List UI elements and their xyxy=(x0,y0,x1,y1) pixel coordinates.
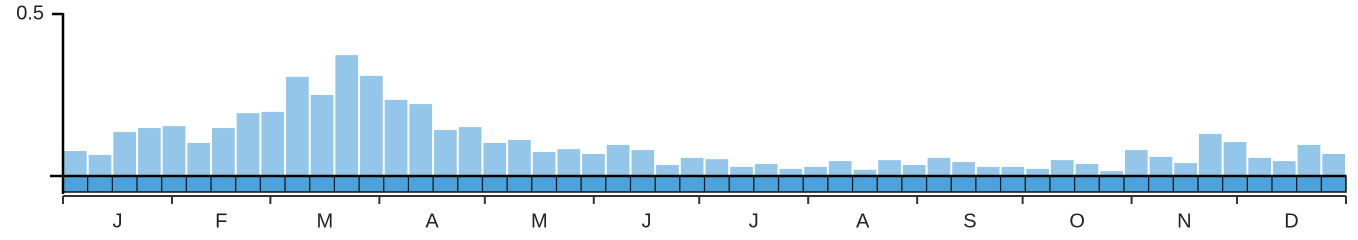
bar xyxy=(310,95,334,176)
bar xyxy=(187,142,211,176)
bar xyxy=(261,111,285,176)
bar xyxy=(1026,168,1049,176)
bar xyxy=(113,131,137,176)
bar xyxy=(705,159,729,176)
month-label: O xyxy=(1069,210,1085,232)
month-label: S xyxy=(963,210,976,232)
bar xyxy=(434,129,457,176)
bar xyxy=(1149,156,1173,176)
month-label: J xyxy=(749,210,759,232)
month-label: A xyxy=(856,210,870,232)
bar xyxy=(162,126,186,176)
bar xyxy=(557,149,581,176)
bar xyxy=(1198,133,1222,176)
bar xyxy=(335,55,359,177)
bar xyxy=(1322,153,1345,176)
bar xyxy=(1124,150,1148,176)
bar xyxy=(236,113,260,176)
bar xyxy=(730,166,753,176)
month-label: D xyxy=(1284,210,1298,232)
bar xyxy=(384,99,408,176)
bar xyxy=(754,164,778,176)
bar xyxy=(1223,141,1247,176)
month-label: J xyxy=(112,210,122,232)
bar xyxy=(483,142,507,176)
bar xyxy=(878,160,901,176)
bar xyxy=(976,166,1000,176)
bar xyxy=(927,157,951,176)
y-tick-label: 0.5 xyxy=(16,2,44,24)
bar xyxy=(853,169,877,176)
bar xyxy=(631,150,655,176)
month-label: N xyxy=(1177,210,1191,232)
bar xyxy=(64,151,87,176)
bar xyxy=(606,144,630,176)
bar xyxy=(1297,144,1321,176)
bar xyxy=(212,128,235,176)
month-label: F xyxy=(215,210,227,232)
bar xyxy=(409,104,433,176)
bar xyxy=(1272,161,1296,176)
bar xyxy=(779,168,803,176)
bar xyxy=(680,157,704,176)
bar xyxy=(458,127,482,176)
bar xyxy=(508,140,531,176)
month-label: M xyxy=(531,210,548,232)
bar xyxy=(582,153,605,176)
bar xyxy=(828,161,852,176)
bar xyxy=(360,75,383,176)
bar xyxy=(88,154,112,176)
bar xyxy=(1075,164,1099,176)
bar xyxy=(902,164,926,176)
month-label: J xyxy=(642,210,652,232)
bar xyxy=(1248,157,1271,176)
bar xyxy=(804,166,827,176)
month-label: A xyxy=(425,210,439,232)
bar xyxy=(532,152,556,176)
bar xyxy=(1174,163,1197,176)
bar xyxy=(656,164,679,176)
month-label: M xyxy=(317,210,334,232)
bar xyxy=(286,76,309,176)
bar xyxy=(1001,166,1025,176)
bar xyxy=(1100,171,1123,176)
bar xyxy=(138,128,161,176)
bar xyxy=(952,162,975,176)
bar xyxy=(1050,160,1074,176)
